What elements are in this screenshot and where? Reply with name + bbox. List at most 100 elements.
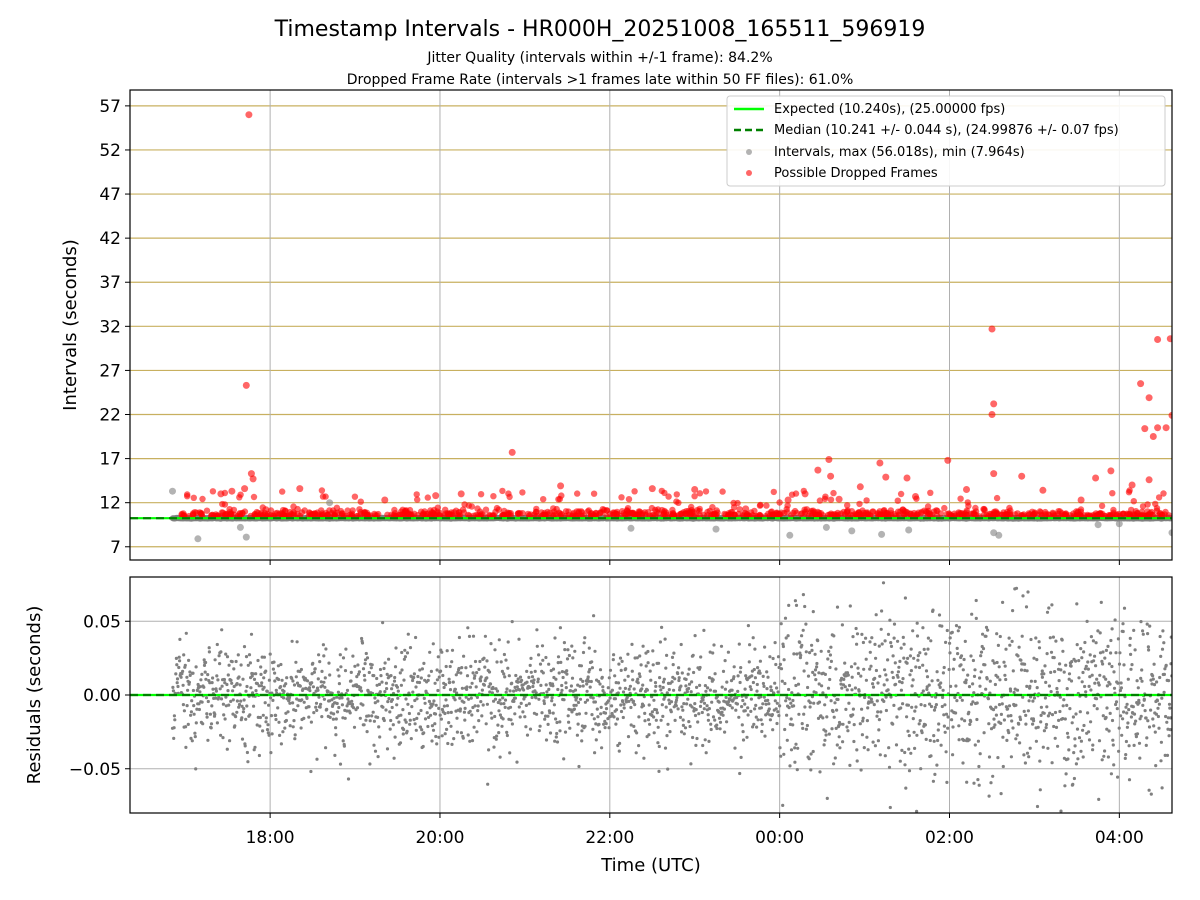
residual-point bbox=[470, 713, 474, 717]
residual-point bbox=[559, 660, 563, 665]
residual-point bbox=[453, 687, 457, 691]
residual-point bbox=[590, 660, 594, 664]
dropped-frame-point bbox=[1107, 512, 1114, 519]
legend-median-label: Median (10.241 +/- 0.044 s), (24.99876 +… bbox=[774, 123, 1119, 138]
dropped-frame-point bbox=[1099, 510, 1106, 517]
residual-point bbox=[640, 687, 644, 691]
residual-point bbox=[641, 704, 646, 708]
residual-point bbox=[460, 686, 464, 690]
residual-point bbox=[646, 661, 650, 665]
dropped-frame-outlier bbox=[876, 459, 884, 467]
residual-point bbox=[606, 686, 610, 690]
residual-point bbox=[345, 688, 350, 693]
residual-point bbox=[435, 742, 439, 746]
residual-point bbox=[535, 628, 539, 632]
residual-point bbox=[657, 744, 661, 749]
residual-point bbox=[215, 721, 219, 725]
residual-point bbox=[497, 638, 501, 642]
residual-point bbox=[258, 715, 262, 720]
residual-point bbox=[462, 710, 466, 714]
residual-point bbox=[363, 658, 368, 662]
residual-point bbox=[399, 683, 403, 687]
residual-point bbox=[219, 733, 223, 737]
residual-point bbox=[385, 672, 389, 677]
residual-point bbox=[468, 709, 472, 713]
residual-point bbox=[225, 747, 229, 751]
residual-point bbox=[437, 675, 441, 679]
residual-point bbox=[583, 700, 588, 704]
residual-point bbox=[390, 705, 394, 710]
residual-point bbox=[619, 703, 623, 707]
dropped-frame-outlier bbox=[1137, 380, 1145, 388]
residual-point bbox=[257, 753, 261, 758]
residual-point bbox=[362, 673, 366, 678]
dropped-frame-point bbox=[347, 511, 354, 518]
dropped-frame-outlier bbox=[742, 505, 750, 513]
residual-point bbox=[508, 689, 512, 693]
residual-point bbox=[361, 667, 366, 671]
residual-point bbox=[314, 701, 319, 705]
residual-point bbox=[582, 641, 586, 645]
residual-point bbox=[485, 659, 489, 663]
residual-point bbox=[468, 685, 472, 689]
residual-point bbox=[575, 696, 579, 700]
dropped-frame-point bbox=[696, 511, 703, 519]
residual-point bbox=[333, 753, 337, 758]
residual-point bbox=[555, 720, 559, 725]
residual-point bbox=[346, 777, 351, 781]
residual-point bbox=[245, 684, 249, 689]
residual-point bbox=[632, 724, 636, 729]
dropped-frame-point bbox=[910, 509, 918, 517]
dropped-frame-point bbox=[318, 512, 326, 519]
residual-point bbox=[263, 701, 267, 705]
residual-point bbox=[353, 664, 357, 668]
residual-point bbox=[662, 677, 666, 681]
residual-point bbox=[437, 706, 441, 711]
residual-point bbox=[418, 725, 423, 729]
residual-point bbox=[634, 751, 638, 755]
dropped-frame-point bbox=[236, 510, 243, 517]
residual-point bbox=[215, 674, 219, 678]
residual-point bbox=[422, 696, 426, 701]
residual-point bbox=[207, 650, 211, 654]
residual-point bbox=[484, 722, 488, 726]
residual-point bbox=[475, 671, 479, 675]
residual-point bbox=[486, 782, 490, 786]
dropped-frame-point bbox=[776, 499, 783, 506]
residual-point bbox=[382, 666, 386, 671]
residual-point bbox=[678, 715, 683, 720]
residual-point bbox=[673, 718, 677, 723]
residual-point bbox=[508, 751, 512, 755]
residual-point bbox=[387, 657, 391, 661]
residual-point bbox=[657, 769, 661, 774]
residual-point bbox=[280, 678, 284, 682]
residual-point bbox=[688, 724, 692, 729]
residual-point bbox=[431, 642, 435, 646]
residual-point bbox=[500, 669, 504, 674]
intervals-ytick-label: 17 bbox=[99, 450, 121, 470]
residual-point bbox=[573, 688, 578, 692]
residual-point bbox=[365, 656, 370, 660]
dropped-frame-point bbox=[357, 498, 364, 505]
residual-point bbox=[309, 720, 313, 724]
residual-point bbox=[406, 702, 410, 706]
residual-point bbox=[230, 660, 234, 664]
residual-point bbox=[210, 681, 214, 685]
residual-point bbox=[491, 686, 495, 691]
residual-point bbox=[493, 714, 497, 719]
residual-point bbox=[218, 662, 222, 666]
residual-point bbox=[240, 704, 244, 708]
residual-point bbox=[222, 678, 226, 682]
residual-point bbox=[452, 737, 456, 741]
residual-point bbox=[281, 730, 285, 734]
residual-point bbox=[528, 727, 533, 731]
residual-point bbox=[224, 652, 228, 656]
residual-point bbox=[469, 696, 473, 700]
residual-point bbox=[408, 646, 413, 650]
residual-point bbox=[597, 722, 601, 726]
residual-point bbox=[541, 671, 545, 675]
residual-point bbox=[477, 719, 481, 723]
residual-point bbox=[435, 668, 439, 672]
dropped-frame-point bbox=[696, 490, 704, 497]
residual-point bbox=[581, 679, 585, 684]
